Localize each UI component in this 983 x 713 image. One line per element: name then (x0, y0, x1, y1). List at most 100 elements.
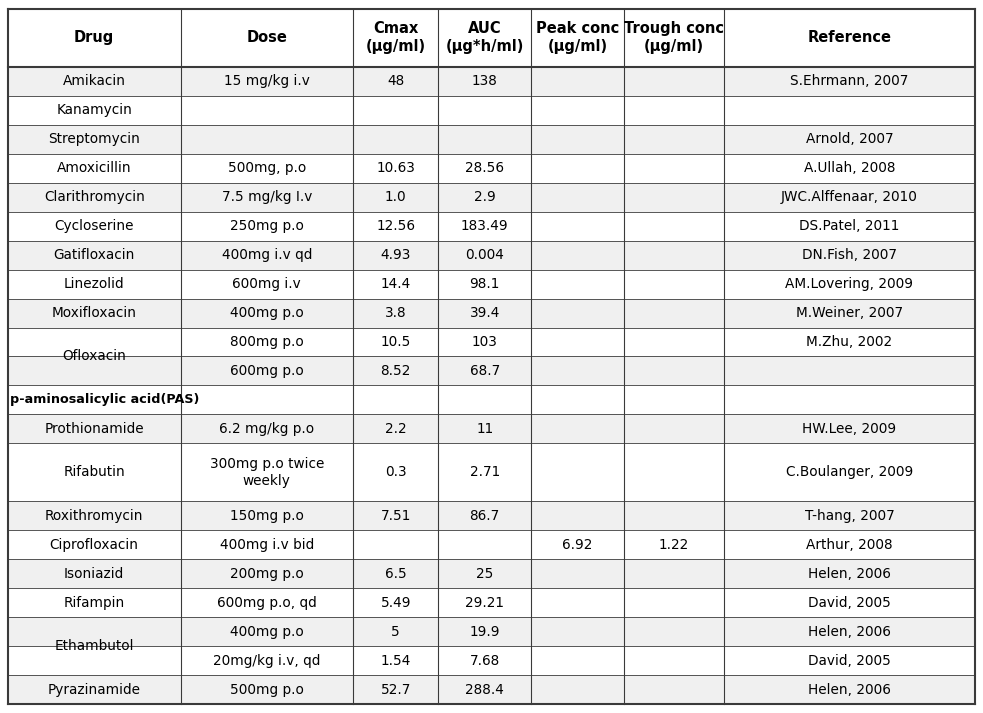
Text: S.Ehrmann, 2007: S.Ehrmann, 2007 (790, 74, 908, 88)
Text: p-aminosalicylic acid(PAS): p-aminosalicylic acid(PAS) (10, 394, 200, 406)
Bar (8, 414, 975, 443)
Text: T-hang, 2007: T-hang, 2007 (804, 509, 895, 523)
Text: AUC
(μg*h/ml): AUC (μg*h/ml) (445, 21, 524, 53)
Bar (8, 270, 975, 299)
Text: 1.0: 1.0 (385, 190, 407, 204)
Text: 5: 5 (391, 625, 400, 639)
Bar (8, 212, 975, 240)
Bar (8, 153, 975, 183)
Text: 183.49: 183.49 (461, 219, 508, 233)
Bar (8, 617, 975, 647)
Text: 250mg p.o: 250mg p.o (230, 219, 304, 233)
Text: 600mg p.o: 600mg p.o (230, 364, 304, 378)
Bar (8, 356, 975, 386)
Text: Clarithromycin: Clarithromycin (44, 190, 145, 204)
Text: 8.52: 8.52 (380, 364, 411, 378)
Text: 6.2 mg/kg p.o: 6.2 mg/kg p.o (219, 422, 315, 436)
Text: 28.56: 28.56 (465, 161, 504, 175)
Bar (8, 647, 975, 675)
Text: DS.Patel, 2011: DS.Patel, 2011 (799, 219, 899, 233)
Text: 2.9: 2.9 (474, 190, 495, 204)
Bar (8, 96, 975, 125)
Text: 600mg p.o, qd: 600mg p.o, qd (217, 596, 317, 610)
Text: Cycloserine: Cycloserine (54, 219, 134, 233)
Bar (8, 386, 975, 414)
Text: 98.1: 98.1 (470, 277, 500, 291)
Text: 11: 11 (476, 422, 493, 436)
Text: M.Weiner, 2007: M.Weiner, 2007 (796, 306, 903, 320)
Text: Arthur, 2008: Arthur, 2008 (806, 538, 893, 552)
Text: AM.Lovering, 2009: AM.Lovering, 2009 (785, 277, 913, 291)
Bar (8, 183, 975, 212)
Text: 400mg i.v bid: 400mg i.v bid (220, 538, 314, 552)
Text: 400mg p.o: 400mg p.o (230, 306, 304, 320)
Text: David, 2005: David, 2005 (808, 654, 891, 668)
Text: Dose: Dose (247, 30, 287, 45)
Text: 68.7: 68.7 (470, 364, 499, 378)
Text: 15 mg/kg i.v: 15 mg/kg i.v (224, 74, 310, 88)
Text: Rifampin: Rifampin (64, 596, 125, 610)
Bar (8, 560, 975, 588)
Text: 200mg p.o: 200mg p.o (230, 567, 304, 581)
Text: Cmax
(μg/ml): Cmax (μg/ml) (366, 21, 426, 53)
Bar (8, 240, 975, 270)
Text: 14.4: 14.4 (380, 277, 411, 291)
Text: HW.Lee, 2009: HW.Lee, 2009 (802, 422, 896, 436)
Bar (8, 299, 975, 327)
Text: 3.8: 3.8 (385, 306, 407, 320)
Text: Amikacin: Amikacin (63, 74, 126, 88)
Text: Helen, 2006: Helen, 2006 (808, 683, 891, 697)
Text: Ciprofloxacin: Ciprofloxacin (50, 538, 139, 552)
Text: 12.56: 12.56 (376, 219, 415, 233)
Text: 5.49: 5.49 (380, 596, 411, 610)
Text: Drug: Drug (74, 30, 114, 45)
Text: JWC.Alffenaar, 2010: JWC.Alffenaar, 2010 (781, 190, 918, 204)
Text: 7.5 mg/kg I.v: 7.5 mg/kg I.v (221, 190, 312, 204)
Text: 400mg i.v qd: 400mg i.v qd (221, 248, 312, 262)
Text: 400mg p.o: 400mg p.o (230, 625, 304, 639)
Text: 2.71: 2.71 (470, 466, 499, 479)
Text: 20mg/kg i.v, qd: 20mg/kg i.v, qd (213, 654, 320, 668)
Text: 6.5: 6.5 (385, 567, 407, 581)
Text: 4.93: 4.93 (380, 248, 411, 262)
Text: 52.7: 52.7 (380, 683, 411, 697)
Text: 1.54: 1.54 (380, 654, 411, 668)
Text: 10.5: 10.5 (380, 335, 411, 349)
Text: 288.4: 288.4 (465, 683, 504, 697)
Text: 0.004: 0.004 (465, 248, 504, 262)
Bar (8, 530, 975, 560)
Text: Trough conc
(μg/ml): Trough conc (μg/ml) (624, 21, 723, 53)
Text: 800mg p.o: 800mg p.o (230, 335, 304, 349)
Text: 86.7: 86.7 (470, 509, 499, 523)
Text: Isoniazid: Isoniazid (64, 567, 124, 581)
Bar (8, 9, 975, 66)
Text: 48: 48 (387, 74, 404, 88)
Text: Gatifloxacin: Gatifloxacin (53, 248, 135, 262)
Text: 103: 103 (472, 335, 497, 349)
Text: Ofloxacin: Ofloxacin (62, 349, 126, 364)
Text: Ethambutol: Ethambutol (54, 640, 134, 653)
Text: 1.22: 1.22 (659, 538, 689, 552)
Bar (8, 675, 975, 704)
Text: Linezolid: Linezolid (64, 277, 125, 291)
Bar (8, 66, 975, 96)
Text: 600mg i.v: 600mg i.v (232, 277, 301, 291)
Text: Kanamycin: Kanamycin (56, 103, 132, 117)
Text: 500mg, p.o: 500mg, p.o (228, 161, 306, 175)
Text: Roxithromycin: Roxithromycin (45, 509, 144, 523)
Text: 7.51: 7.51 (380, 509, 411, 523)
Text: 7.68: 7.68 (470, 654, 499, 668)
Text: 300mg p.o twice
weekly: 300mg p.o twice weekly (209, 457, 324, 488)
Text: Amoxicillin: Amoxicillin (57, 161, 132, 175)
Text: DN.Fish, 2007: DN.Fish, 2007 (802, 248, 896, 262)
Text: 2.2: 2.2 (385, 422, 407, 436)
Text: 25: 25 (476, 567, 493, 581)
Text: Streptomycin: Streptomycin (48, 132, 141, 146)
Text: Rifabutin: Rifabutin (63, 466, 125, 479)
Text: 6.92: 6.92 (562, 538, 593, 552)
Text: 138: 138 (472, 74, 497, 88)
Bar (8, 501, 975, 530)
Text: Reference: Reference (807, 30, 892, 45)
Text: Arnold, 2007: Arnold, 2007 (806, 132, 894, 146)
Bar (8, 443, 975, 501)
